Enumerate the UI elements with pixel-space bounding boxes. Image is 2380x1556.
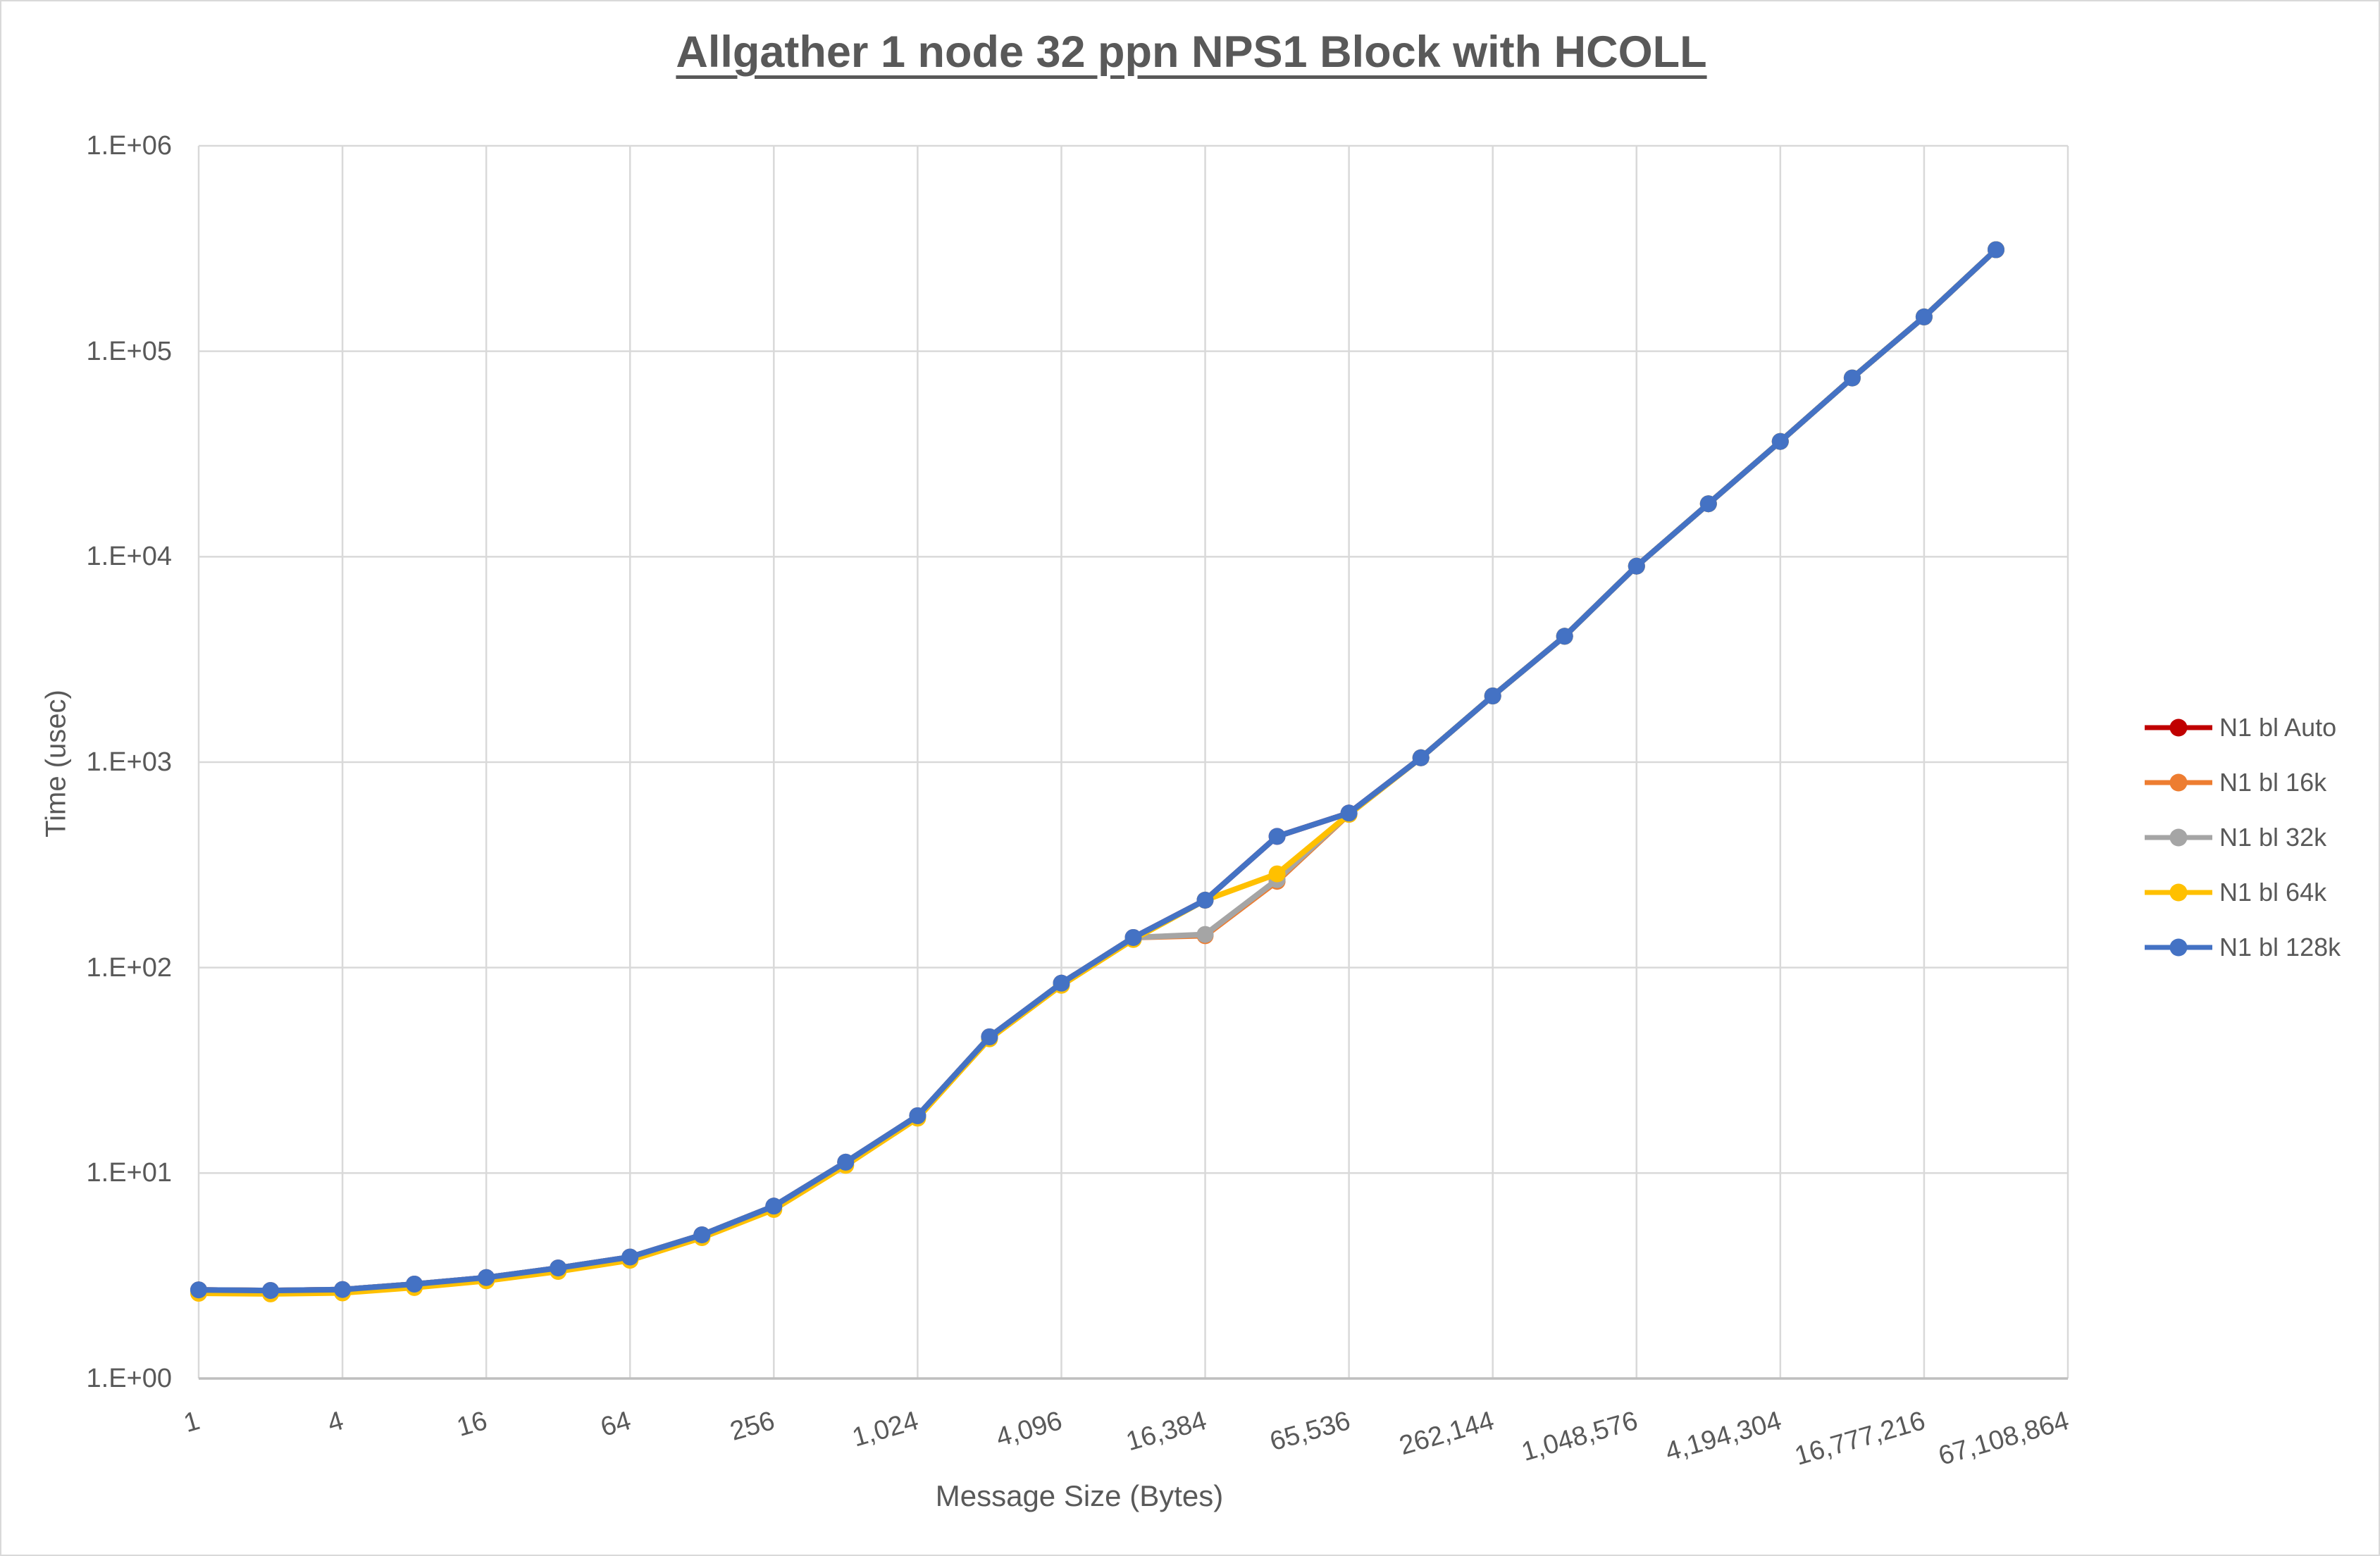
data-point-marker [765,1197,783,1215]
data-point-marker [621,1248,639,1266]
legend: N1 bl Auto N1 bl 16k N1 bl 32k N1 bl 64k N1 … [2143,700,2341,975]
data-point-marker [1053,974,1070,992]
legend-item: N1 bl Auto [2143,700,2341,755]
legend-marker-icon [2145,828,2212,847]
y-tick-label: 1.E+03 [86,747,173,777]
legend-marker-icon [2145,718,2212,737]
legend-label: N1 bl 16k [2219,768,2327,797]
legend-label: N1 bl Auto [2219,713,2337,742]
data-point-marker [1988,241,2004,259]
data-point-marker [1915,308,1933,325]
series-line-n1-bl-64k [196,247,1999,1297]
legend-label: N1 bl 32k [2219,823,2327,852]
series-line-n1-bl-auto [196,247,1999,1294]
data-point-marker [1268,865,1286,883]
series-line-n1-bl-128k [196,247,1999,1294]
data-point-marker [1412,749,1430,766]
data-point-marker [334,1281,352,1298]
data-point-marker [1628,557,1645,575]
y-tick-label: 1.E+00 [86,1364,173,1393]
data-point-marker [550,1259,567,1277]
data-point-marker [1484,687,1501,704]
data-point-marker [693,1226,711,1244]
chart-title: Allgather 1 node 32 ppn NPS1 Block with … [676,27,1707,77]
series-line-n1-bl-32k [196,247,1999,1294]
y-tick-label: 1.E+05 [86,336,173,366]
data-point-marker [1843,369,1861,387]
legend-item: N1 bl 64k [2143,865,2341,920]
y-tick-label: 1.E+01 [86,1158,173,1188]
data-point-marker [1340,804,1358,822]
y-tick-label: 1.E+06 [86,131,173,161]
data-point-marker [1699,495,1717,513]
data-point-marker [406,1276,423,1293]
x-axis-title: Message Size (Bytes) [935,1479,1224,1512]
data-point-marker [1771,432,1789,450]
legend-label: N1 bl 64k [2219,878,2327,907]
legend-marker-icon [2145,938,2212,957]
data-point-marker [1268,828,1286,845]
y-tick-label: 1.E+02 [86,952,173,983]
data-point-marker [909,1107,926,1124]
data-point-marker [1556,628,1573,645]
data-point-marker [190,1281,207,1299]
data-point-marker [478,1269,495,1286]
data-point-marker [1124,929,1142,946]
data-point-marker [981,1028,998,1045]
legend-item: N1 bl 128k [2143,920,2341,975]
series-line-n1-bl-16k [196,247,1999,1294]
legend-item: N1 bl 32k [2143,810,2341,865]
y-tick-label: 1.E+04 [86,542,173,572]
legend-item: N1 bl 16k [2143,755,2341,810]
data-point-marker [1196,891,1214,909]
data-point-marker [262,1282,279,1300]
data-point-marker [837,1153,855,1171]
legend-label: N1 bl 128k [2219,933,2341,961]
legend-marker-icon [2145,773,2212,792]
legend-marker-icon [2145,883,2212,902]
data-point-marker [1196,926,1214,943]
